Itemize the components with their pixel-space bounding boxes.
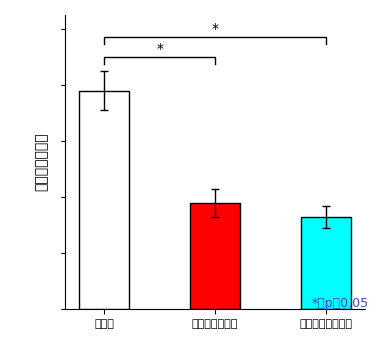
Y-axis label: ブラジキニン量: ブラジキニン量 <box>34 133 48 192</box>
Bar <box>301 217 352 309</box>
Bar <box>190 203 240 309</box>
Text: *：p＜0.05: *：p＜0.05 <box>312 297 369 310</box>
Bar <box>79 91 129 309</box>
Text: *: * <box>212 22 218 36</box>
Text: *: * <box>156 42 163 56</box>
